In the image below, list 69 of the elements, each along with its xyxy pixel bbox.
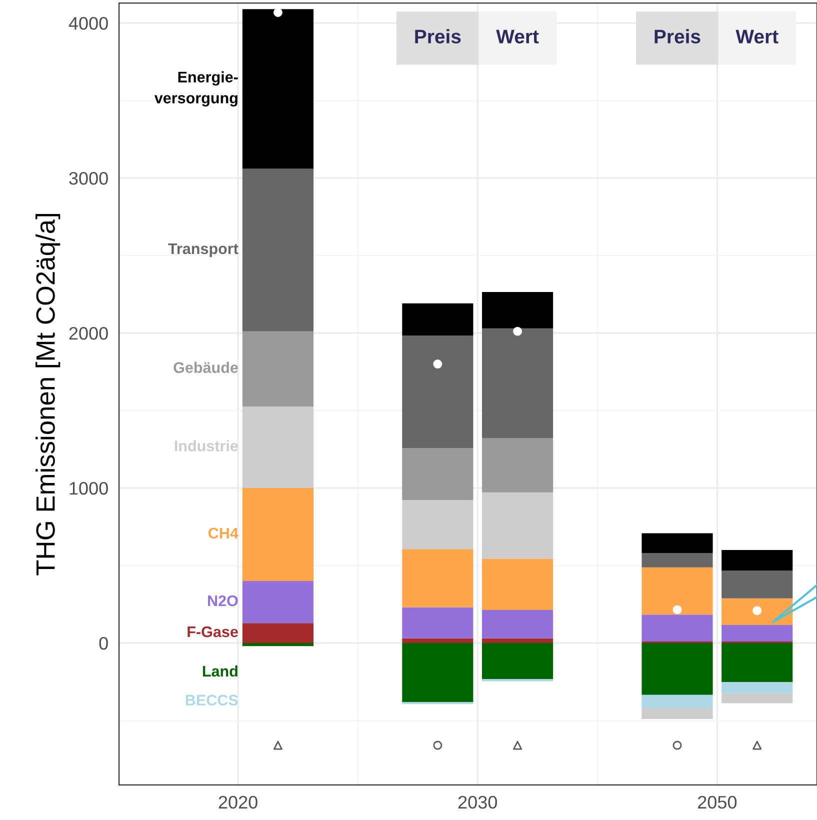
bar <box>642 552 713 568</box>
annotation: Wert <box>496 30 539 44</box>
point <box>273 740 282 750</box>
x-tick-label: 2020 <box>218 796 258 809</box>
bar <box>482 438 554 492</box>
bar <box>722 598 793 626</box>
series-label: Land <box>202 665 238 677</box>
point <box>672 740 682 750</box>
annotation: Preis <box>654 29 700 44</box>
bar <box>482 610 554 638</box>
x-tick-label: 2050 <box>698 796 737 809</box>
bar <box>402 549 474 608</box>
point <box>752 606 762 616</box>
bar <box>402 638 474 644</box>
point <box>433 360 442 369</box>
bar <box>402 336 474 448</box>
bar <box>242 406 314 488</box>
bar <box>402 303 474 336</box>
series-label: Energie- versorgung <box>154 71 238 107</box>
bar <box>642 643 713 695</box>
bar <box>642 694 713 708</box>
bar <box>402 500 474 550</box>
point <box>513 326 522 336</box>
bar <box>722 643 793 682</box>
bar <box>482 638 554 644</box>
y-tick-label: 2000 <box>69 326 108 340</box>
bar <box>482 643 554 679</box>
bar <box>242 643 314 646</box>
point <box>672 605 682 614</box>
annotation: Wert <box>736 30 778 44</box>
bar <box>482 678 554 682</box>
bar <box>242 9 314 169</box>
bar <box>722 625 793 642</box>
bar <box>642 708 713 719</box>
point <box>513 740 522 750</box>
bar <box>482 558 554 610</box>
bar <box>242 581 314 624</box>
bar <box>402 448 474 500</box>
bar <box>482 328 554 438</box>
bar <box>242 168 314 332</box>
y-axis-title: THG Emissionen [Mt CO2äq/a] <box>36 214 60 576</box>
bar <box>722 682 793 694</box>
bar <box>642 567 713 615</box>
bar <box>402 643 474 702</box>
bar <box>242 623 314 644</box>
bar <box>722 570 793 598</box>
bar <box>642 614 713 642</box>
bar <box>242 488 314 582</box>
series-label: Transport <box>168 243 238 258</box>
bar <box>722 693 793 704</box>
bar <box>242 331 314 406</box>
text: BECCS <box>186 694 238 706</box>
bar <box>482 292 554 328</box>
annotation: Preis <box>415 29 461 44</box>
bar <box>722 550 793 571</box>
point <box>433 740 442 750</box>
bar <box>402 607 474 638</box>
y-tick-label: 0 <box>99 636 108 650</box>
series-label: F-Gase <box>188 626 238 638</box>
series-label: CH4 <box>208 528 238 539</box>
y-tick-label: 3000 <box>69 172 108 185</box>
point <box>752 740 762 750</box>
y-tick-label: 1000 <box>70 482 108 495</box>
y-tick-label: 4000 <box>68 16 108 30</box>
x-tick-label: 2030 <box>458 796 497 809</box>
series-label: Gebäude <box>174 362 238 373</box>
bar <box>482 492 554 559</box>
bar <box>642 533 713 553</box>
series-label: N2O <box>208 595 238 606</box>
